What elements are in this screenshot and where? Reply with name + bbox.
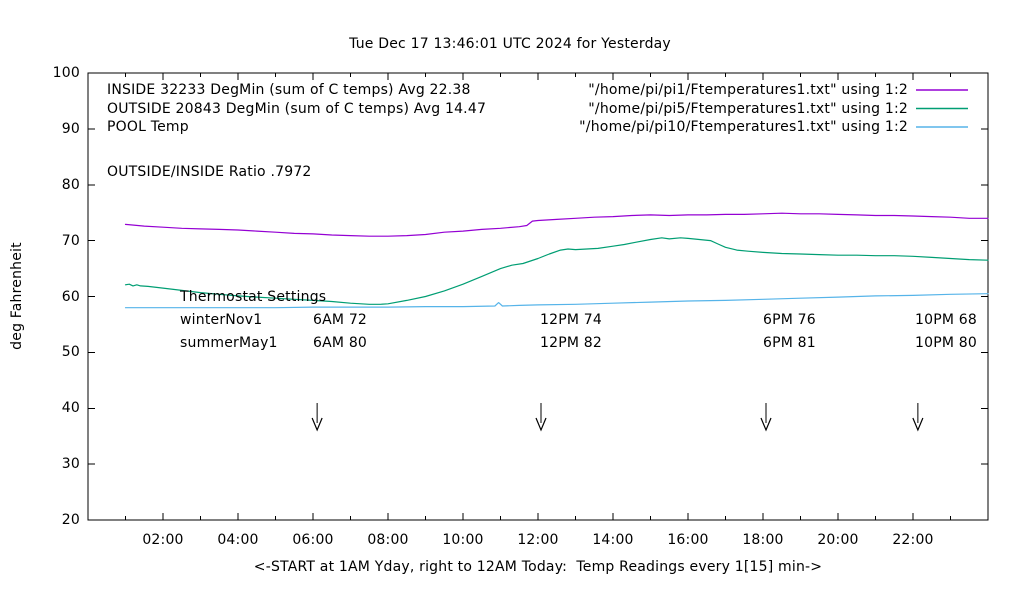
y-tick-label: 20 [61, 512, 80, 528]
thermostat-summer-12pm: 12PM 82 [540, 335, 603, 351]
x-tick-label: 04:00 [217, 532, 259, 548]
series-line-pool [124, 293, 989, 309]
series-line-outside [124, 237, 989, 305]
ratio-annotation: OUTSIDE/INSIDE Ratio .7972 [107, 164, 312, 180]
x-tick-label: 12:00 [517, 532, 559, 548]
y-tick-label: 60 [61, 288, 80, 305]
thermostat-winter-6am: 6AM 72 [313, 312, 368, 328]
legend-path-outside: "/home/pi/pi5/Ftemperatures1.txt" using … [588, 101, 908, 117]
legend-label-pool: POOL Temp [107, 119, 189, 135]
y-tick-label: 50 [61, 344, 80, 361]
legend-label-inside: INSIDE 32233 DegMin (sum of C temps) Avg… [107, 82, 471, 98]
y-tick-label: 100 [52, 65, 80, 81]
legend-path-inside: "/home/pi/pi1/Ftemperatures1.txt" using … [588, 82, 908, 98]
x-tick-label: 16:00 [667, 532, 709, 548]
thermostat-summer-10pm: 10PM 80 [915, 335, 978, 351]
x-tick-label: 14:00 [592, 532, 634, 548]
x-tick-label: 18:00 [742, 532, 784, 548]
y-tick-label: 30 [61, 456, 80, 473]
thermostat-arrow-head [535, 417, 547, 432]
thermostat-summer-6pm: 6PM 81 [763, 335, 816, 351]
x-tick-label: 20:00 [817, 532, 859, 548]
x-tick-label: 02:00 [142, 532, 184, 548]
x-tick-label: 10:00 [442, 532, 484, 548]
y-axis-label: deg Fahrenheit [9, 242, 25, 350]
y-tick-label: 40 [61, 400, 80, 417]
thermostat-winter-10pm: 10PM 68 [915, 312, 978, 328]
legend-label-outside: OUTSIDE 20843 DegMin (sum of C temps) Av… [107, 101, 487, 117]
thermostat-heading: Thermostat Settings [180, 289, 327, 305]
x-tick-label: 08:00 [367, 532, 409, 548]
y-tick-label: 80 [61, 176, 80, 193]
legend-path-pool: "/home/pi/pi10/Ftemperatures1.txt" using… [579, 119, 908, 135]
thermostat-summer-name: summerMay1 [180, 335, 278, 351]
thermostat-winter-12pm: 12PM 74 [540, 312, 603, 328]
thermostat-arrow-head [760, 417, 772, 432]
thermostat-winter-6pm: 6PM 76 [763, 312, 816, 328]
x-tick-label: 22:00 [892, 532, 934, 548]
thermostat-winter-name: winterNov1 [180, 312, 263, 328]
y-tick-label: 90 [61, 120, 80, 137]
y-tick-label: 70 [61, 232, 80, 249]
x-axis-label: <-START at 1AM Yday, right to 12AM Today… [253, 559, 823, 575]
chart-title: Tue Dec 17 13:46:01 UTC 2024 for Yesterd… [349, 36, 671, 52]
thermostat-arrow-head [912, 417, 924, 432]
x-tick-label: 06:00 [292, 532, 334, 548]
series-line-inside [124, 212, 989, 237]
thermostat-arrow-head [311, 417, 323, 432]
thermostat-summer-6am: 6AM 80 [313, 335, 368, 351]
